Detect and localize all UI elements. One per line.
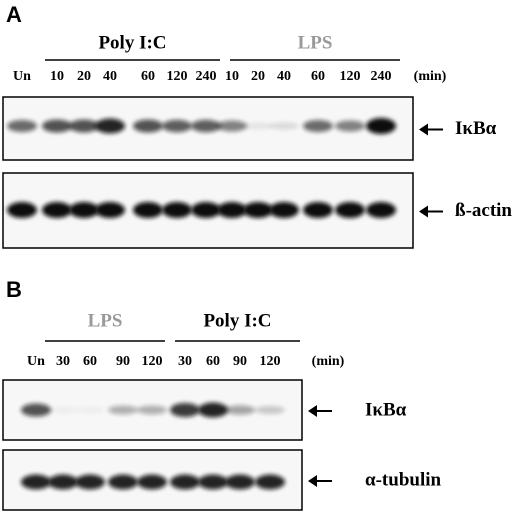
lane-label: 240 <box>371 69 392 84</box>
band <box>243 202 273 218</box>
blot <box>2 449 303 511</box>
band <box>303 120 333 132</box>
lane-label: 60 <box>206 354 220 369</box>
band <box>217 120 247 132</box>
band <box>7 120 37 132</box>
band <box>255 474 285 490</box>
band <box>75 474 105 490</box>
band <box>108 474 138 490</box>
lane-label: 90 <box>116 354 130 369</box>
band <box>225 405 255 415</box>
group-label: LPS <box>298 32 333 53</box>
band <box>21 403 51 417</box>
band <box>255 406 285 414</box>
lane-label: 60 <box>311 69 325 84</box>
band <box>48 406 78 414</box>
lane-label: 120 <box>167 69 188 84</box>
lane-label: 120 <box>340 69 361 84</box>
band <box>335 202 365 218</box>
lane-label: 60 <box>141 69 155 84</box>
band <box>170 474 200 490</box>
band <box>170 403 200 417</box>
arrow-head <box>419 205 428 218</box>
lane-label: 90 <box>233 354 247 369</box>
arrow-head <box>308 405 317 417</box>
arrow-head <box>419 123 428 136</box>
band <box>335 120 365 132</box>
band <box>191 119 221 133</box>
band <box>162 202 192 218</box>
band <box>42 119 72 133</box>
band <box>225 474 255 490</box>
band <box>95 202 125 218</box>
band <box>108 405 138 415</box>
band <box>21 474 51 490</box>
lane-label: 240 <box>196 69 217 84</box>
arrow-head <box>308 475 317 487</box>
lane-label: Un <box>27 354 45 369</box>
lane-label: 60 <box>83 354 97 369</box>
blot <box>2 379 303 441</box>
band <box>198 474 228 490</box>
band <box>7 202 37 218</box>
band <box>243 122 273 130</box>
band <box>137 474 167 490</box>
lane-label: 10 <box>50 69 64 84</box>
band <box>137 405 167 415</box>
band <box>198 402 228 418</box>
band <box>95 118 125 134</box>
group-label: Poly I:C <box>203 310 271 331</box>
group-label: Poly I:C <box>98 32 166 53</box>
lane-label: 30 <box>56 354 70 369</box>
blot-label: ß-actin <box>455 200 512 221</box>
band <box>133 202 163 218</box>
lane-label: 10 <box>225 69 239 84</box>
band <box>133 119 163 133</box>
lane-label: 40 <box>103 69 117 84</box>
lane-label: 20 <box>77 69 91 84</box>
band <box>217 202 247 218</box>
band <box>162 119 192 133</box>
blot <box>2 96 414 161</box>
panel-letter: B <box>6 277 22 302</box>
band <box>366 118 396 134</box>
unit-label: (min) <box>312 354 345 369</box>
band <box>366 202 396 218</box>
band <box>48 474 78 490</box>
band <box>42 202 72 218</box>
band <box>69 202 99 218</box>
blot-label: IκBα <box>455 118 497 139</box>
panel-letter: A <box>6 2 22 27</box>
band <box>69 119 99 133</box>
unit-label: (min) <box>414 69 447 84</box>
lane-label: 20 <box>251 69 265 84</box>
lane-label: 40 <box>277 69 291 84</box>
lane-label: Un <box>13 69 31 84</box>
blot-label: IκBα <box>365 399 407 420</box>
band <box>191 202 221 218</box>
band <box>269 122 299 130</box>
band <box>75 406 105 414</box>
lane-label: 120 <box>142 354 163 369</box>
blot-label: α-tubulin <box>365 469 442 490</box>
band <box>303 202 333 218</box>
lane-label: 120 <box>260 354 281 369</box>
lane-label: 30 <box>178 354 192 369</box>
blot <box>2 172 414 249</box>
band <box>269 202 299 218</box>
group-label: LPS <box>88 310 123 331</box>
